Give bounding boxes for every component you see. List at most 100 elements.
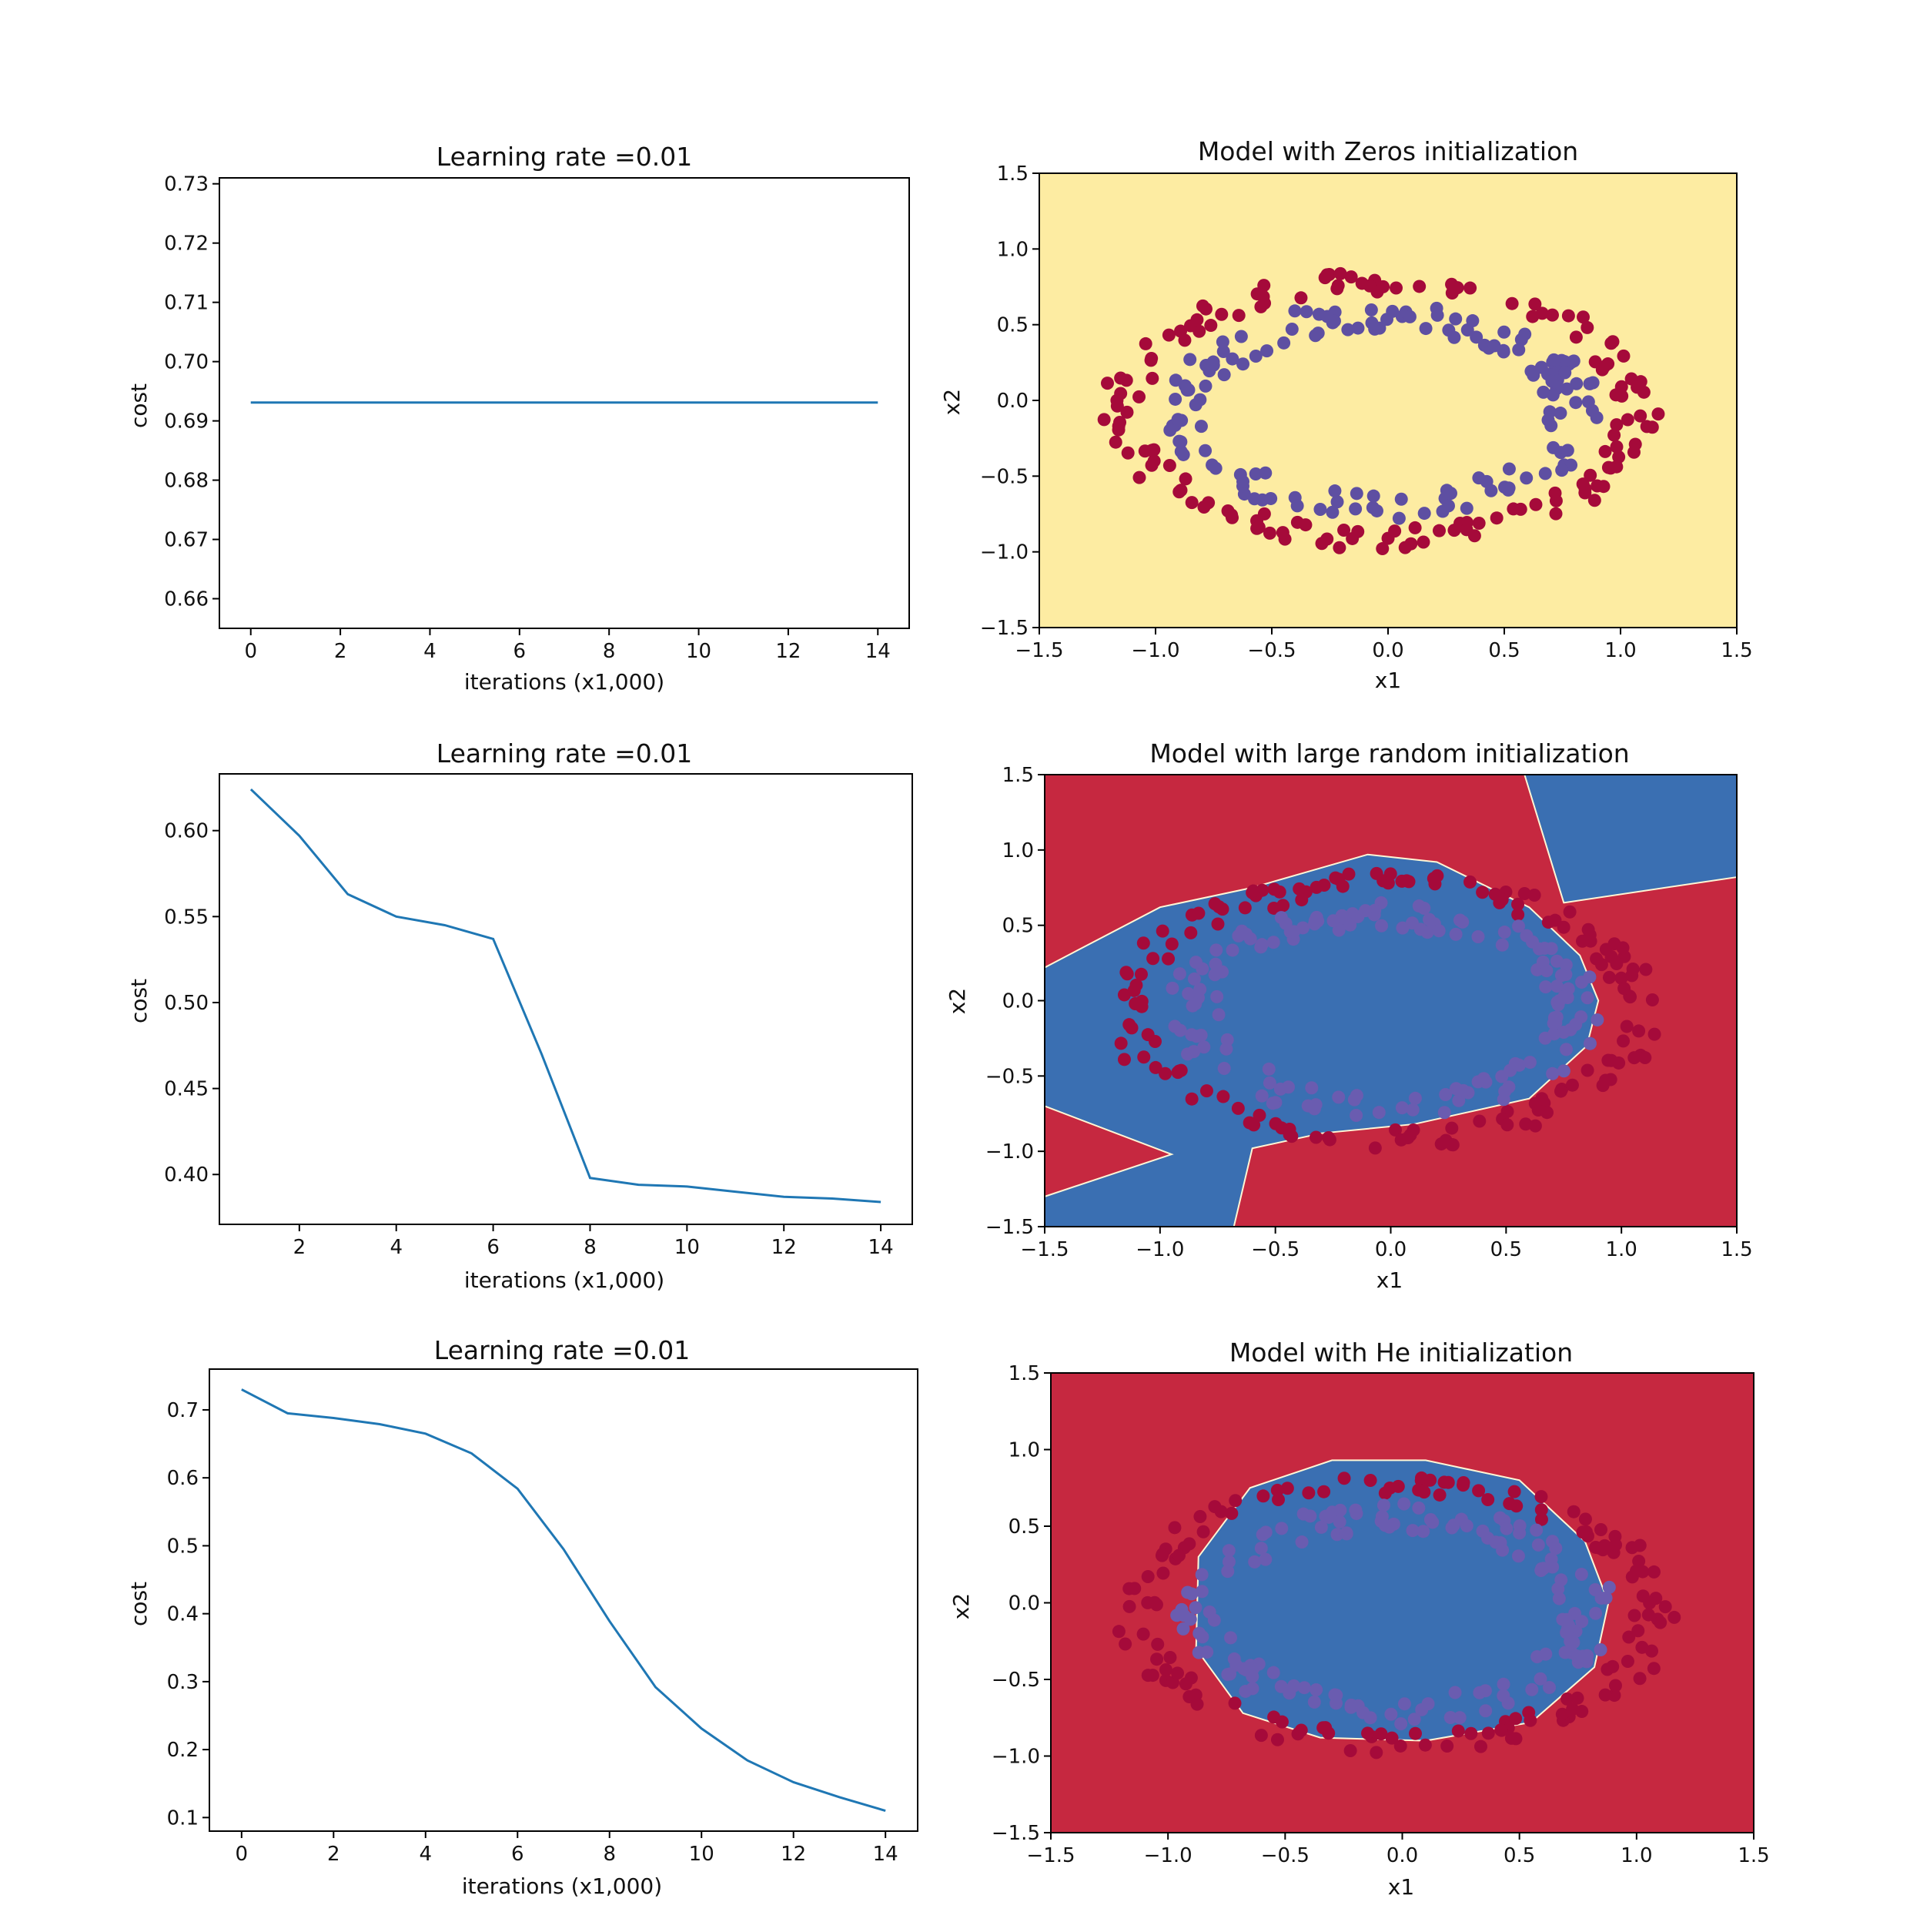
x-tick-label: −1.5 [1015,639,1063,662]
data-point-inner [1456,915,1470,929]
data-point-outer [1146,371,1159,385]
x-tick-label: 1.5 [1721,639,1752,662]
data-point-inner [1260,344,1274,358]
data-point-inner [1169,392,1182,406]
y-tick-label: −0.5 [980,465,1029,488]
data-point-outer [1507,1485,1521,1498]
data-point-outer [1604,1073,1617,1087]
panel-cost-zeros: Learning rate =0.01 iterations (x1,000) … [126,142,910,695]
data-point-inner [1500,1522,1514,1535]
data-point-inner [1555,464,1569,477]
data-point-outer [1440,1739,1454,1753]
y-tick-label: −0.5 [985,1065,1034,1088]
data-point-outer [1620,1020,1634,1033]
data-point-outer [1119,966,1133,979]
data-point-outer [1638,1051,1652,1065]
data-point-inner [1376,1498,1390,1512]
data-point-inner [1534,1563,1548,1577]
data-point-outer [1584,468,1597,482]
data-point-inner [1274,1679,1288,1693]
data-point-outer [1561,309,1575,323]
data-point-outer [1610,418,1624,432]
y-tick-label: 1.0 [1009,1439,1040,1462]
data-point-outer [1517,887,1531,901]
x-tick-label: 0.5 [1488,639,1520,662]
x-tick-label: 1.0 [1604,639,1636,662]
data-point-inner [1366,489,1380,503]
data-point-inner [1508,1056,1522,1070]
data-point-outer [1616,941,1630,955]
data-point-outer [1408,521,1422,534]
data-point-inner [1343,918,1357,932]
data-point-inner [1351,909,1365,923]
data-point-inner [1570,377,1584,390]
data-point-outer [1344,270,1358,284]
data-point-outer [1626,963,1640,976]
data-point-inner [1173,1023,1187,1037]
x-tick-label: −1.5 [1026,1844,1075,1867]
data-point-inner [1209,957,1223,971]
data-point-outer [1363,1473,1377,1487]
data-point-outer [1295,893,1309,907]
data-point-inner [1364,303,1378,317]
data-point-outer [1598,1688,1612,1702]
data-point-outer [1159,1663,1172,1677]
data-point-outer [1527,888,1541,902]
data-point-inner [1212,1008,1226,1022]
x-tick-label: 10 [674,1236,700,1259]
data-point-outer [1370,866,1383,880]
data-point-outer [1374,1727,1388,1741]
data-point-inner [1581,991,1594,1005]
data-point-inner [1332,923,1346,937]
x-tick-label: 1.0 [1621,1844,1652,1867]
y-tick-label: 1.5 [1009,1362,1040,1385]
data-point-outer [1294,1723,1308,1737]
data-point-outer [1208,1500,1222,1514]
data-point-inner [1192,1646,1206,1659]
data-point-inner [1497,1677,1510,1691]
data-point-outer [1145,351,1159,365]
data-point-inner [1412,899,1426,913]
data-point-outer [1165,937,1179,951]
data-point-inner [1478,1684,1492,1698]
y-tick-label: −1.0 [980,541,1029,564]
data-point-outer [1621,1655,1634,1669]
data-point-inner [1407,1713,1421,1726]
data-point-outer [1113,415,1127,429]
data-point-inner [1558,1646,1572,1659]
data-point-outer [1473,1739,1487,1753]
y-tick-label: 1.0 [997,238,1029,261]
data-point-outer [1408,1726,1422,1740]
data-point-outer [1139,337,1152,350]
plot-area: 0 2 4 6 8 10 12 14 0.66 0.67 0.68 0.69 0.70 0.71 0.72 0… [164,173,910,663]
y-tick-label: 0.67 [164,529,209,552]
data-point-outer [1156,924,1169,938]
data-point-inner [1372,1106,1386,1120]
data-point-outer [1647,1027,1661,1041]
data-point-inner [1314,1520,1328,1534]
data-point-inner [1216,335,1229,349]
data-point-inner [1575,1615,1589,1629]
data-point-inner [1239,1663,1253,1677]
data-point-outer [1299,518,1313,532]
data-point-outer [1342,867,1356,881]
data-point-inner [1166,981,1179,995]
data-point-inner [1417,507,1431,521]
data-point-outer [1351,524,1365,538]
data-point-outer [1437,1475,1451,1489]
data-point-outer [1509,1712,1523,1726]
data-point-inner [1210,989,1224,1003]
data-point-inner [1189,997,1203,1011]
data-point-inner [1226,943,1239,957]
data-point-inner [1441,499,1455,513]
data-point-inner [1472,471,1486,485]
x-tick-label: 4 [420,1843,433,1866]
data-point-outer [1119,1637,1132,1651]
data-point-outer [1528,1119,1542,1133]
data-point-outer [1609,388,1623,402]
panel-boundary-he: Model with He initialization x1 x2 −1.5−… [948,1338,1770,1900]
data-point-outer [1627,1051,1641,1065]
data-point-inner [1397,1497,1411,1511]
data-point-outer [1529,497,1543,511]
data-point-outer [1190,313,1204,326]
